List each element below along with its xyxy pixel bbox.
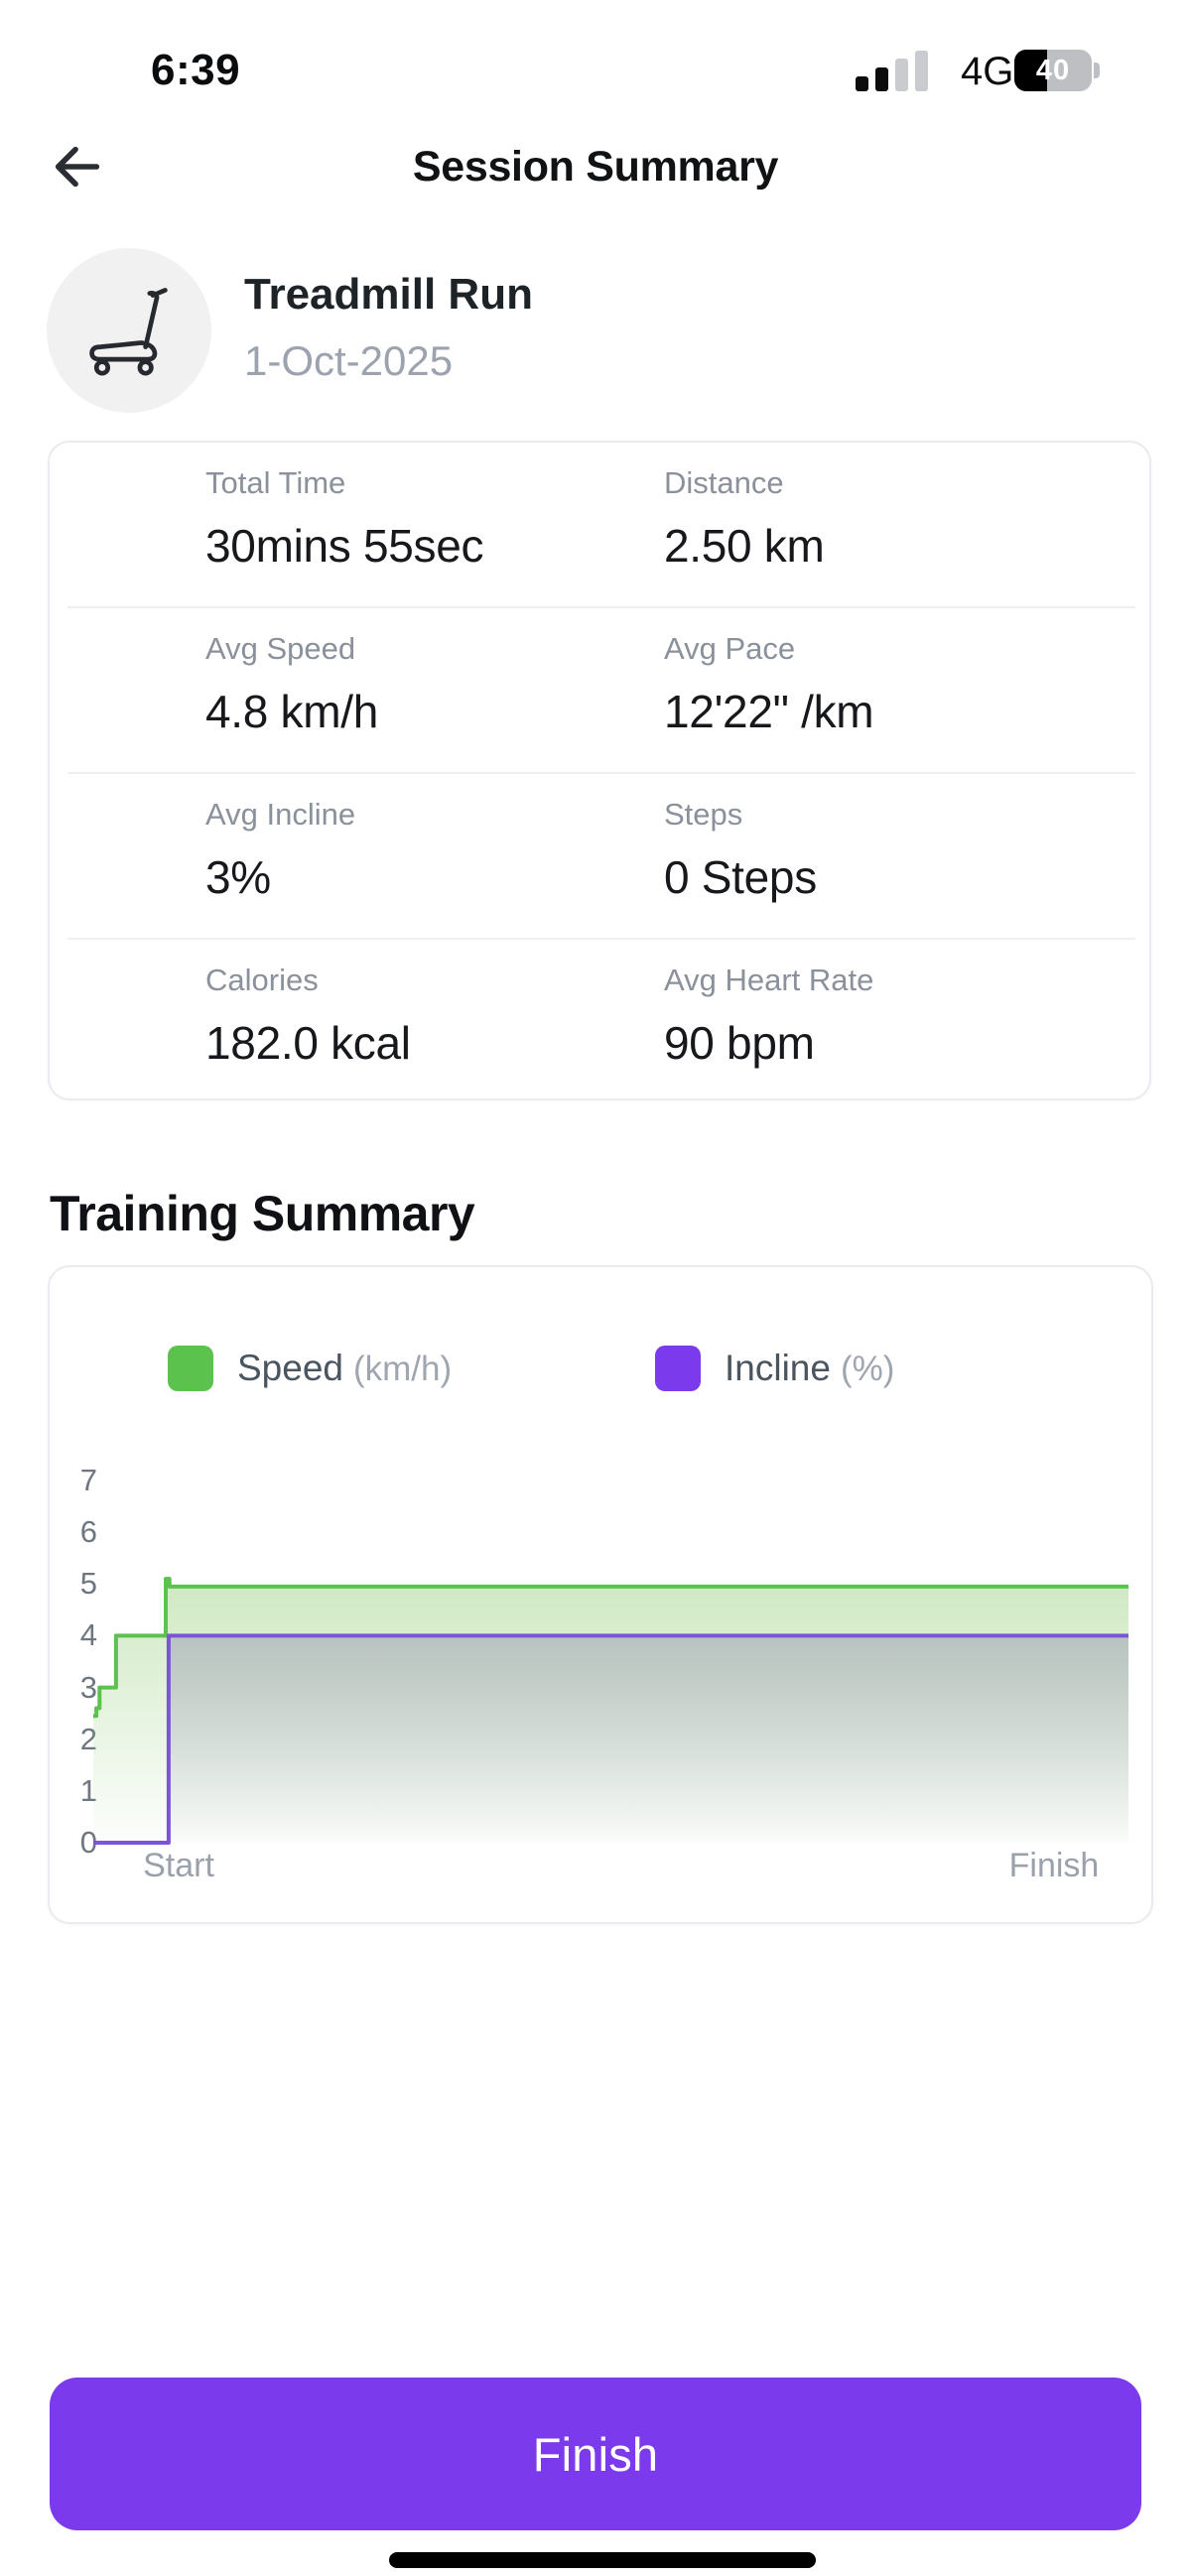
legend-item-incline: Incline (%)	[655, 1346, 894, 1391]
training-chart-card: Speed (km/h) Incline (%) 0 1 2 3 4 5 6 7 Start Fini…	[48, 1265, 1153, 1924]
stat-value: 90 bpm	[664, 1017, 815, 1069]
stats-row: Calories 182.0 kcal Avg Heart Rate 90 bpm	[67, 940, 1135, 1103]
stat-cell: Distance 2.50 km	[664, 443, 1135, 606]
stat-cell: Avg Incline 3%	[67, 774, 664, 938]
legend-item-speed: Speed (km/h)	[168, 1346, 452, 1391]
arrow-left-icon	[55, 146, 100, 188]
y-tick-label: 3	[79, 1669, 97, 1705]
stat-label: Avg Heart Rate	[664, 963, 874, 997]
x-axis-label-finish: Finish	[1008, 1847, 1100, 1884]
stat-label: Calories	[205, 963, 319, 997]
y-tick-label: 4	[79, 1617, 97, 1653]
stats-row: Total Time 30mins 55sec Distance 2.50 km	[67, 443, 1135, 608]
home-indicator[interactable]	[389, 2552, 816, 2568]
activity-date: 1-Oct-2025	[244, 337, 454, 384]
y-tick-label: 6	[79, 1514, 97, 1550]
battery-fill	[1014, 50, 1047, 91]
signal-bar	[856, 76, 868, 91]
stat-cell: Avg Heart Rate 90 bpm	[664, 940, 1135, 1103]
battery-percent-label: 40	[1035, 54, 1071, 86]
stats-card: Total Time 30mins 55sec Distance 2.50 km Avg…	[48, 441, 1151, 1100]
training-chart-svg	[93, 1577, 1128, 1845]
signal-bar	[915, 51, 928, 91]
y-tick-label: 0	[79, 1825, 97, 1860]
activity-title: Treadmill Run	[244, 270, 533, 319]
legend-unit: (%)	[840, 1350, 895, 1388]
training-summary-heading: Training Summary	[50, 1186, 475, 1241]
legend-label: Speed (km/h)	[237, 1348, 453, 1388]
stat-cell: Total Time 30mins 55sec	[67, 443, 664, 606]
incline-line	[93, 1633, 1128, 1845]
stat-label: Avg Incline	[205, 797, 356, 832]
stat-value: 0 Steps	[664, 851, 817, 903]
y-tick-label: 5	[79, 1566, 97, 1602]
stat-label: Avg Pace	[664, 631, 796, 666]
battery-cap	[1094, 63, 1100, 78]
battery-icon: 40	[1014, 50, 1100, 91]
stat-value: 12'22" /km	[664, 686, 874, 737]
y-tick-label: 1	[79, 1772, 97, 1808]
stat-cell: Calories 182.0 kcal	[67, 940, 664, 1103]
stat-value: 30mins 55sec	[205, 520, 484, 572]
signal-strength-icon	[856, 50, 947, 91]
legend-label: Incline (%)	[725, 1348, 895, 1388]
stat-value: 182.0 kcal	[205, 1017, 411, 1069]
page-title: Session Summary	[412, 143, 779, 191]
y-tick-label: 2	[79, 1721, 97, 1756]
incline-area	[93, 1635, 1128, 1843]
finish-button[interactable]: Finish	[50, 2378, 1141, 2530]
signal-bar	[895, 59, 908, 91]
x-axis-label-start: Start	[143, 1847, 214, 1884]
stat-label: Distance	[664, 465, 784, 500]
stat-value: 4.8 km/h	[205, 686, 379, 737]
back-button[interactable]	[40, 129, 115, 204]
legend-unit: (km/h)	[353, 1350, 453, 1388]
legend-swatch-icon	[168, 1346, 213, 1391]
battery-body: 40	[1014, 50, 1092, 91]
stat-cell: Avg Speed 4.8 km/h	[67, 608, 664, 772]
signal-bar	[875, 67, 888, 91]
stat-value: 2.50 km	[664, 520, 825, 572]
network-type-label: 4G	[961, 50, 1014, 93]
stats-row: Avg Incline 3% Steps 0 Steps	[67, 774, 1135, 940]
stat-label: Steps	[664, 797, 743, 832]
stat-label: Avg Speed	[205, 631, 356, 666]
stat-cell: Steps 0 Steps	[664, 774, 1135, 938]
treadmill-icon	[89, 288, 168, 376]
legend-swatch-icon	[655, 1346, 701, 1391]
speed-line	[93, 1577, 1128, 1719]
stat-cell: Avg Pace 12'22" /km	[664, 608, 1135, 772]
status-time: 6:39	[151, 46, 241, 94]
stats-row: Avg Speed 4.8 km/h Avg Pace 12'22" /km	[67, 608, 1135, 774]
stat-label: Total Time	[205, 465, 346, 500]
y-tick-label: 7	[79, 1463, 97, 1497]
stat-value: 3%	[205, 851, 271, 903]
activity-avatar	[47, 248, 211, 413]
